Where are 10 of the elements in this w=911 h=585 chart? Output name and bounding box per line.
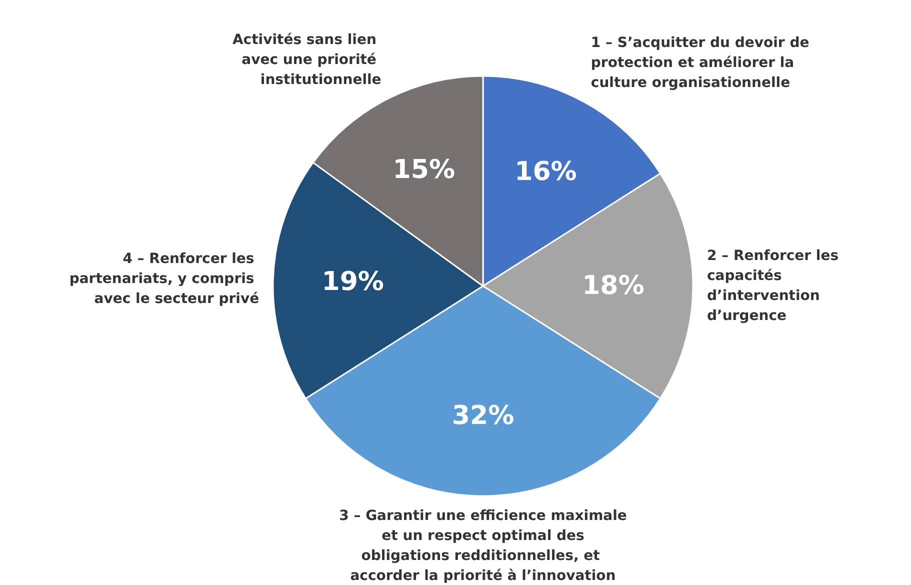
slice-label: 4 – Renforcer les partenariats, y compris avec le secteur privé — [69, 251, 260, 308]
slice-label: 2 – Renforcer les capacités d’intervention d’urgence — [707, 248, 844, 324]
slice-label: Activités sans lien avec une priorité institutionnelle — [232, 32, 382, 88]
data-label: 16% — [514, 156, 577, 187]
slice-label: 3 – Garantir une efficience maximale et un respect optimal des obligations redditionnelles, et accorder la priorité à l’innovation — [339, 508, 627, 584]
data-label: 32% — [452, 401, 514, 432]
data-label: 15% — [392, 154, 456, 185]
data-label: 18% — [582, 271, 644, 301]
data-label: 19% — [322, 266, 384, 297]
slice-label: 1 – S’acquitter du devoir de protection et améliorer la culture organisationnelle — [590, 35, 814, 92]
